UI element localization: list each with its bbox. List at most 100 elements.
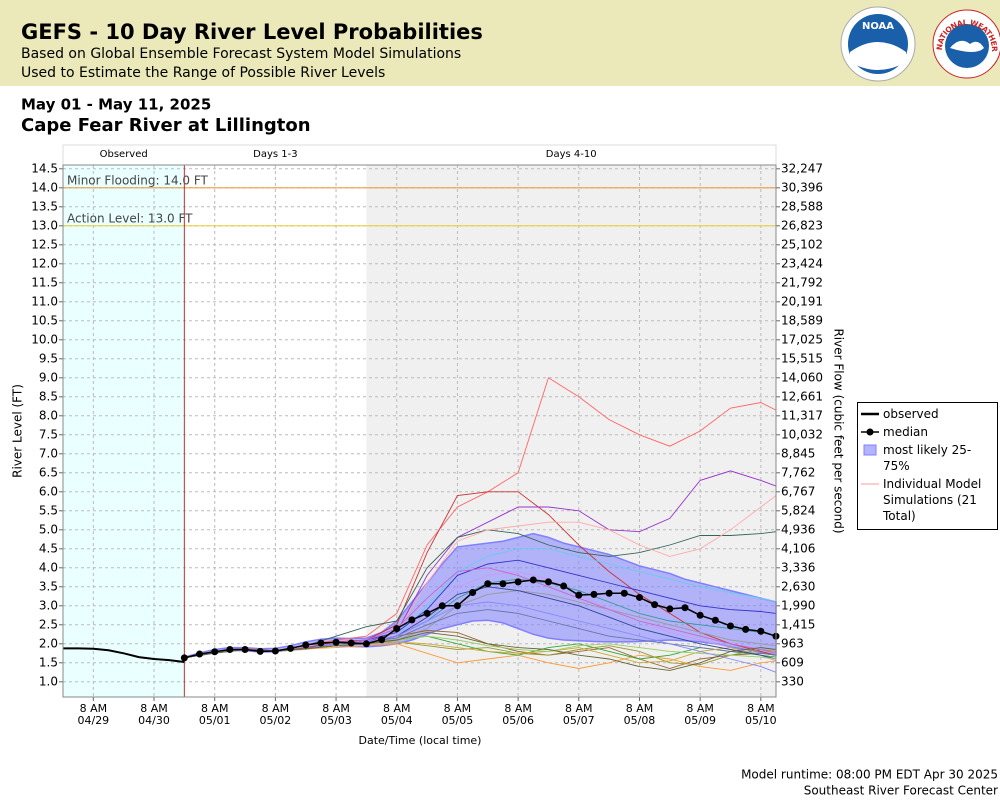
y-tick-label: 5.5: [39, 503, 58, 517]
y2-tick-label: 2,630: [781, 579, 815, 593]
x-tick-label: 8 AM: [201, 702, 229, 715]
legend-icon: [861, 483, 879, 485]
y2-tick-label: 17,025: [781, 332, 823, 346]
legend-label: most likely 25-75%: [883, 443, 972, 473]
x-tick-date: 05/02: [260, 714, 292, 727]
y-tick-label: 7.0: [39, 446, 58, 460]
footer-text: Model runtime: 08:00 PM EDT Apr 30 2025: [741, 768, 998, 782]
median-point: [211, 648, 219, 656]
median-point: [423, 609, 431, 617]
median-point: [651, 601, 659, 609]
y-tick-label: 9.0: [39, 370, 58, 384]
y-tick-label: 4.5: [39, 541, 58, 555]
y-tick-label: 2.0: [39, 636, 58, 650]
subtitle: Based on Global Ensemble Forecast System…: [21, 46, 461, 62]
median-point: [529, 576, 537, 584]
y2-tick-label: 8,845: [781, 446, 815, 460]
median-point: [453, 602, 461, 610]
median-point: [362, 640, 370, 648]
median-point: [256, 647, 264, 655]
x-tick-date: 05/07: [563, 714, 595, 727]
y-tick-label: 14.5: [31, 161, 58, 175]
y2-tick-label: 18,589: [781, 313, 823, 327]
y2-tick-label: 14,060: [781, 370, 823, 384]
subtitle: Used to Estimate the Range of Possible R…: [21, 65, 385, 81]
median-point: [605, 589, 613, 597]
y-tick-label: 6.5: [39, 465, 58, 479]
period-region: [63, 165, 185, 697]
median-point: [514, 578, 522, 586]
x-tick-label: 8 AM: [504, 702, 532, 715]
x-tick-date: 04/30: [138, 714, 170, 727]
x-tick-date: 04/29: [77, 714, 109, 727]
y-tick-label: 7.5: [39, 427, 58, 441]
x-tick-label: 8 AM: [383, 702, 411, 715]
median-point: [287, 644, 295, 652]
y2-tick-label: 3,336: [781, 560, 815, 574]
y2-tick-label: 30,396: [781, 180, 823, 194]
y2-tick-label: 20,191: [781, 294, 823, 308]
y2-tick-label: 1,415: [781, 617, 815, 631]
legend-icon: [861, 412, 879, 416]
y2-tick-label: 25,102: [781, 237, 823, 251]
legend-item: Individual Model Simulations (21 Total): [858, 475, 997, 525]
median-point: [393, 625, 401, 633]
median-point: [332, 638, 340, 646]
median-point: [590, 590, 598, 598]
x-tick-label: 8 AM: [565, 702, 593, 715]
median-point: [408, 616, 416, 624]
member-line: [184, 631, 777, 671]
x-tick-label: 8 AM: [626, 702, 654, 715]
legend-item: observed: [858, 405, 997, 423]
x-tick-label: 8 AM: [322, 702, 350, 715]
median-point: [347, 639, 355, 647]
y-tick-label: 2.5: [39, 617, 58, 631]
median-point: [696, 611, 704, 619]
y2-tick-label: 4,106: [781, 541, 815, 555]
x-tick-date: 05/01: [199, 714, 231, 727]
median-point: [711, 616, 719, 624]
page-title: GEFS - 10 Day River Level Probabilities: [21, 20, 483, 44]
median-point: [271, 647, 279, 655]
y-axis-label: River Level (FT): [11, 384, 25, 478]
median-point: [484, 580, 492, 588]
median-point: [438, 602, 446, 610]
median-point: [560, 582, 568, 590]
observed-line: [63, 647, 185, 664]
y2-tick-label: 11,317: [781, 408, 823, 422]
y-tick-label: 12.5: [31, 237, 58, 251]
x-tick-date: 05/10: [745, 714, 777, 727]
y2-tick-label: 330: [781, 674, 804, 688]
x-tick-label: 8 AM: [80, 702, 108, 715]
period-header: [62, 144, 777, 166]
y-tick-label: 8.5: [39, 389, 58, 403]
y-tick-label: 11.5: [31, 275, 58, 289]
median-point: [666, 605, 674, 613]
y2-axis-label: River Flow (cubic feet per second): [832, 328, 846, 533]
median-point: [635, 593, 643, 601]
y-tick-label: 14.0: [31, 180, 58, 194]
median-point: [726, 622, 734, 630]
y-tick-label: 12.0: [31, 256, 58, 270]
y2-tick-label: 5,824: [781, 503, 815, 517]
y-tick-label: 8.0: [39, 408, 58, 422]
median-point: [378, 636, 386, 644]
y2-tick-label: 23,424: [781, 256, 823, 270]
y-tick-label: 11.0: [31, 294, 58, 308]
x-tick-date: 05/05: [442, 714, 474, 727]
plot-frame: [62, 164, 777, 698]
legend: observed median most likely 25-75% Indiv…: [857, 402, 998, 530]
median-point: [226, 646, 234, 653]
median-point: [317, 639, 325, 647]
median-point: [681, 604, 689, 612]
y2-tick-label: 963: [781, 636, 804, 650]
y-tick-label: 9.5: [39, 351, 58, 365]
x-tick-label: 8 AM: [747, 702, 775, 715]
y-tick-label: 5.0: [39, 522, 58, 536]
logo-text: NOAA: [862, 21, 894, 32]
y2-tick-label: 4,936: [781, 522, 815, 536]
x-tick-date: 05/06: [502, 714, 534, 727]
y2-tick-label: 1,990: [781, 598, 815, 612]
